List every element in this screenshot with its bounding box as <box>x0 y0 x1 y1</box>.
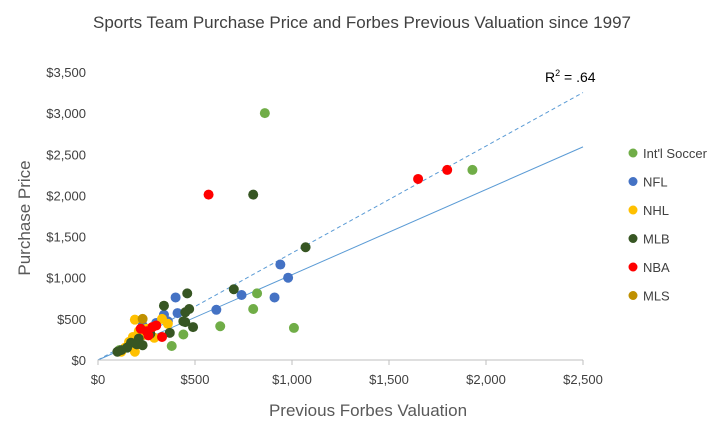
point-mlb <box>188 322 199 333</box>
legend-label-nhl: NHL <box>643 203 669 218</box>
legend-marker-nfl <box>628 177 638 186</box>
point-nfl <box>283 272 294 283</box>
y-tick-label: $3,500 <box>46 65 86 80</box>
y-tick-label: $0 <box>72 353 86 368</box>
point-mlb <box>158 300 169 311</box>
y-tick-label: $2,000 <box>46 188 86 203</box>
point-mlb <box>137 340 148 351</box>
point-nba <box>151 320 162 331</box>
point-nhl <box>129 314 140 325</box>
r-squared-annotation: R2 = .64 <box>545 68 596 85</box>
point-nba <box>143 330 154 341</box>
point-nhl <box>162 318 173 329</box>
point-mlb <box>178 316 189 327</box>
point-int-l-soccer <box>252 288 263 299</box>
x-tick-label: $0 <box>91 372 105 387</box>
data-points <box>112 108 478 357</box>
x-tick-label: $500 <box>181 372 210 387</box>
x-tick-label: $1,000 <box>272 372 312 387</box>
point-int-l-soccer <box>178 329 189 340</box>
point-mlb <box>182 288 193 299</box>
x-axis-ticks: $0 $500 $1,000 $1,500 $2,000 $2,500 <box>91 360 603 387</box>
point-mlb <box>180 307 191 318</box>
y-tick-label: $3,000 <box>46 106 86 121</box>
point-mlb <box>112 346 123 357</box>
y-tick-label: $500 <box>57 312 86 327</box>
legend-label-int-l-soccer: Int'l Soccer <box>643 146 708 161</box>
legend-label-nfl: NFL <box>643 175 668 190</box>
legend-marker-int-l-soccer <box>628 148 638 158</box>
point-mls <box>137 313 148 324</box>
legend-marker-mls <box>628 291 638 300</box>
chart-title: Sports Team Purchase Price and Forbes Pr… <box>93 13 631 32</box>
r-squared-base: R <box>545 69 555 85</box>
legend-marker-nhl <box>628 205 638 215</box>
legend-label-nba: NBA <box>643 260 670 275</box>
point-mlb <box>300 242 311 253</box>
x-tick-label: $2,500 <box>563 372 603 387</box>
point-nba <box>157 331 168 342</box>
point-mlb <box>248 189 259 200</box>
reference-line <box>97 146 584 361</box>
y-axis-ticks: $0 $500 $1,000 $1,500 $2,000 $2,500 $3,000 $3,5… <box>46 65 86 368</box>
point-nba <box>442 164 453 175</box>
y-tick-label: $2,500 <box>46 147 86 162</box>
legend-marker-mlb <box>628 234 638 243</box>
y-axis-title: Purchase Price <box>15 160 34 275</box>
point-int-l-soccer <box>248 303 259 314</box>
y-tick-label: $1,500 <box>46 230 86 245</box>
point-nfl <box>275 259 286 270</box>
y-tick-label: $1,000 <box>46 271 86 286</box>
point-nfl <box>211 304 222 315</box>
r-squared-superscript: 2 <box>555 68 560 78</box>
x-axis-title: Previous Forbes Valuation <box>269 401 467 420</box>
point-nba <box>203 189 214 200</box>
point-nba <box>413 173 424 184</box>
x-tick-label: $1,500 <box>369 372 409 387</box>
point-nfl <box>170 292 181 303</box>
legend-marker-nba <box>628 262 638 272</box>
point-mlb <box>164 327 175 338</box>
point-nba <box>135 323 146 334</box>
point-int-l-soccer <box>288 322 299 333</box>
r-squared-value: = .64 <box>560 69 596 85</box>
point-int-l-soccer <box>215 321 226 332</box>
point-int-l-soccer <box>166 341 177 352</box>
point-int-l-soccer <box>259 108 270 119</box>
point-nfl <box>236 289 247 300</box>
point-mlb <box>228 284 239 295</box>
point-nfl <box>172 308 183 319</box>
legend: Int'l Soccer NFL NHL MLB NBA MLS <box>628 146 708 304</box>
point-int-l-soccer <box>467 164 478 175</box>
legend-label-mlb: MLB <box>643 232 670 247</box>
legend-label-mls: MLS <box>643 289 670 304</box>
x-tick-label: $2,000 <box>466 372 506 387</box>
point-nfl <box>269 292 280 303</box>
